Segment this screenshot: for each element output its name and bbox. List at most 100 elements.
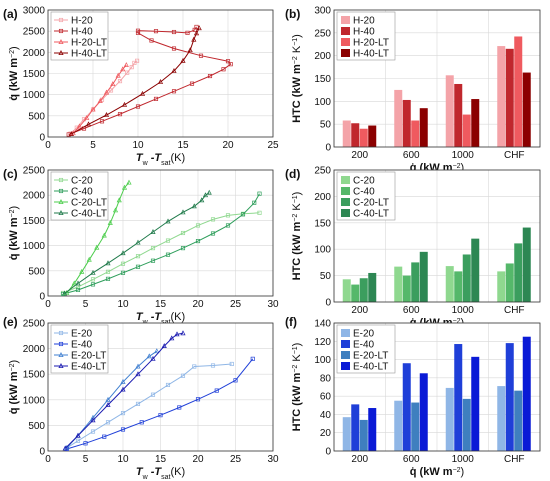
y-tick-label: 2500 [23,166,46,177]
data-point [135,30,141,35]
y-tick-label: 1000 [23,241,46,252]
data-point [120,427,126,432]
bar [454,271,463,302]
data-point [126,179,132,185]
data-point [229,361,234,367]
data-point [75,438,81,443]
legend-label: C-20 [353,176,375,187]
data-point [90,414,96,420]
bar [445,75,454,147]
legend-label: C-20-LT [353,198,389,209]
plot-frame [333,322,541,452]
bar [411,120,420,147]
data-point [107,219,113,225]
x-tick-label: 10 [132,140,144,151]
panel-a-line-chart: 0 5 10 15 20 25050010001500200025003000H-20H-… [3,6,279,167]
bar [351,404,360,451]
y-tick-label: 250 [314,166,331,177]
data-point [146,353,152,359]
data-point [195,223,201,228]
x-tick-label: 600 [403,305,420,316]
data-point [105,420,111,425]
data-point [121,101,128,107]
x-tick-label: 20 [192,299,204,310]
x-tick-label: 5 [83,454,89,465]
x-tick-label: 0 [45,140,51,151]
bar [471,238,480,302]
bar [462,398,471,451]
y-tick-label: 1000 [23,90,46,101]
legend-swatch [341,49,350,57]
data-point [196,25,202,31]
data-point [120,378,126,384]
data-point [129,65,134,70]
legend-label: H-40-LT [71,49,107,60]
legend-swatch [341,16,350,24]
bar [368,272,377,302]
x-tick-label: 15 [155,454,167,465]
x-tick-label: 10 [117,454,129,465]
y-tick-label: 50 [320,120,332,131]
y-axis-label: HTC (kW m−2 K−1) [291,34,303,123]
bar [445,266,454,302]
series-h-40-lt [68,25,202,136]
y-tick-label: 250 [314,28,331,39]
bar [359,419,368,451]
data-point [97,98,103,103]
data-point [187,47,193,53]
data-point [71,280,77,286]
x-axis-label: Tw -Tsat(K) [136,152,185,167]
x-tick-label: 15 [155,299,167,310]
data-point [117,79,123,84]
bar [402,99,411,147]
x-tick-label: 1000 [452,454,475,465]
x-tick-label: 25 [230,299,242,310]
bar [445,387,454,451]
data-point [191,203,197,209]
data-point [101,232,107,238]
data-point [225,223,231,228]
data-point [90,106,96,112]
x-tick-label: CHF [504,150,525,161]
data-point [165,238,171,243]
bar [505,343,514,451]
data-point [58,50,64,55]
x-tick-label: 25 [230,454,242,465]
bar [497,386,506,451]
series-line [72,64,127,134]
series-line [66,358,254,450]
x-tick-label: 5 [90,140,96,151]
bar [351,123,360,147]
panel-label: (e) [3,315,18,329]
x-tick-label: 600 [403,454,420,465]
legend-swatch [341,38,350,46]
data-point [210,363,216,368]
legend-swatch [341,351,350,359]
data-point [139,420,144,425]
data-point [90,282,96,287]
legend-label: E-20 [71,329,93,340]
legend-label: E-40 [353,340,375,351]
bar [505,263,514,302]
series-e-40-lt [62,330,186,451]
y-tick-label: 1500 [23,69,46,80]
data-point [112,207,119,213]
series-line [62,193,260,295]
bar [454,83,463,147]
y-tick-label: 80 [320,373,332,384]
y-tick-label: 100 [314,97,331,108]
plot-frame [333,169,541,303]
y-tick-label: 200 [314,192,331,203]
data-point [135,264,141,269]
data-point [105,260,111,266]
data-point [83,441,88,446]
data-point [169,335,175,341]
data-point [58,363,64,368]
legend-label: E-20 [353,329,375,340]
data-point [135,401,141,406]
x-axis-label: Tw -Tsat(K) [136,466,185,481]
data-point [180,209,186,215]
bar [419,108,428,147]
data-point [94,244,100,250]
data-point [84,114,90,120]
